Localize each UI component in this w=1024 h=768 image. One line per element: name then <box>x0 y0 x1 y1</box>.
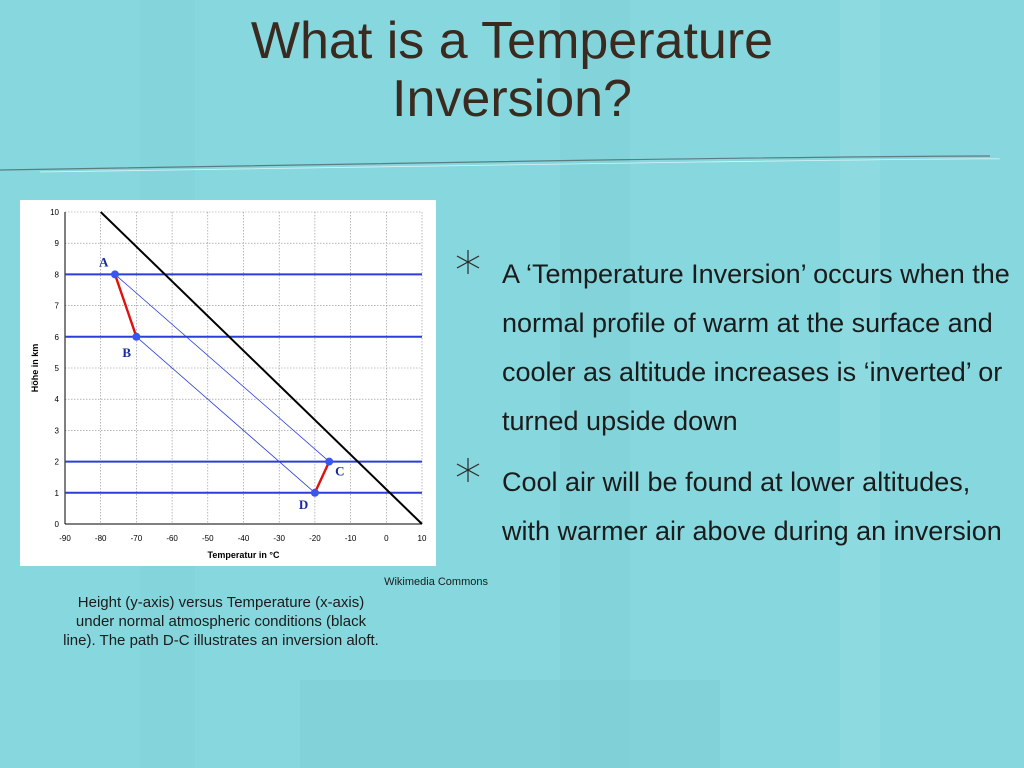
guide-line <box>114 274 330 462</box>
slide-title: What is a Temperature Inversion? <box>0 12 1024 128</box>
y-axis-title: Höhe in km <box>30 344 40 393</box>
y-tick-label: 2 <box>55 458 60 467</box>
x-tick-label: -30 <box>273 534 285 543</box>
point-label-d: D <box>299 497 308 512</box>
x-tick-label: -10 <box>345 534 357 543</box>
bullet-list: A ‘Temperature Inversion’ occurs when th… <box>452 250 1012 568</box>
chart-svg: -90 -80 -70 -60 -50 -40 -30 -20 -10 0 10 0 1 2 3 4 5 6 7 8 9… <box>30 208 427 560</box>
x-tick-label: 10 <box>418 534 427 543</box>
x-tick-label: -80 <box>95 534 107 543</box>
x-tick-label: -70 <box>131 534 143 543</box>
x-tick-label: -90 <box>59 534 71 543</box>
y-tick-label: 10 <box>50 208 59 217</box>
point-label-b: B <box>122 345 131 360</box>
x-axis-title: Temperatur in °C <box>208 550 280 560</box>
bullet-item: Cool air will be found at lower altitude… <box>452 458 1012 556</box>
path-segment <box>113 274 138 338</box>
x-tick-label: -20 <box>309 534 321 543</box>
x-tick-label: 0 <box>384 534 389 543</box>
y-tick-label: 3 <box>55 426 60 435</box>
point-label-c: C <box>335 464 344 479</box>
y-tick-label: 9 <box>55 239 60 248</box>
y-tick-label: 8 <box>55 270 60 279</box>
temperature-chart: -90 -80 -70 -60 -50 -40 -30 -20 -10 0 10 0 1 2 3 4 5 6 7 8 9… <box>20 200 436 566</box>
title-divider <box>0 155 1001 173</box>
y-tick-label: 6 <box>55 333 60 342</box>
point-c <box>325 457 334 466</box>
y-tick-label: 0 <box>55 520 60 529</box>
point-b <box>132 332 141 341</box>
title-line-1: What is a Temperature <box>250 12 774 70</box>
title-line-2: Inversion? <box>392 70 632 128</box>
point-label-a: A <box>99 254 109 269</box>
path-segment <box>313 461 331 494</box>
bullet-item: A ‘Temperature Inversion’ occurs when th… <box>452 250 1012 446</box>
x-tick-label: -60 <box>166 534 178 543</box>
y-tick-label: 1 <box>55 489 60 498</box>
x-tick-label: -50 <box>202 534 214 543</box>
asterisk-icon <box>456 250 480 274</box>
point-d <box>310 488 319 497</box>
normal-profile-line <box>100 211 423 525</box>
chart-caption: Height (y-axis) versus Temperature (x-ax… <box>63 594 379 649</box>
point-a <box>110 270 119 279</box>
asterisk-icon <box>456 458 480 482</box>
y-tick-label: 4 <box>55 395 60 404</box>
bullet-text: A ‘Temperature Inversion’ occurs when th… <box>502 259 1010 436</box>
x-tick-label: -40 <box>238 534 250 543</box>
image-credit: Wikimedia Commons <box>384 576 488 588</box>
bullet-text: Cool air will be found at lower altitude… <box>502 467 1002 546</box>
y-tick-label: 7 <box>55 302 60 311</box>
guide-line <box>136 336 316 494</box>
y-tick-label: 5 <box>55 364 60 373</box>
